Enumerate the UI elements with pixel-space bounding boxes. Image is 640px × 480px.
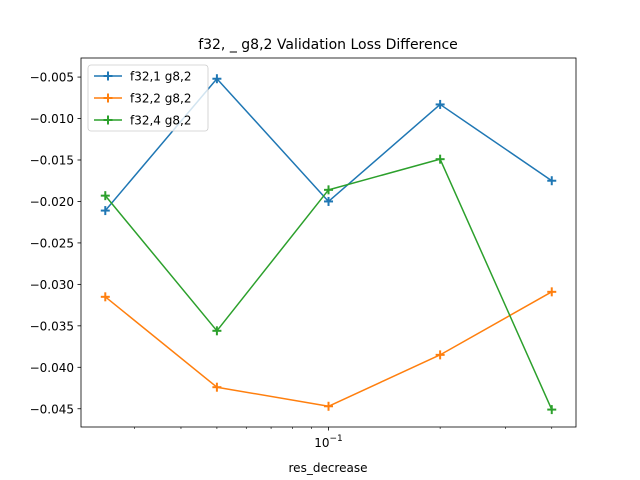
legend-item: f32,1 g8,2 <box>94 70 191 84</box>
y-tick-label: −0.020 <box>30 195 74 209</box>
series-3-point <box>547 405 557 415</box>
series-2-point <box>547 287 557 297</box>
legend: f32,1 g8,2 f32,2 g8,2 f32,4 g8,2 <box>87 64 209 132</box>
series-1-point <box>324 196 334 206</box>
legend-label: f32,4 g8,2 <box>130 114 191 128</box>
legend-box <box>87 64 209 132</box>
legend-marker <box>103 115 113 125</box>
chart-title: f32, _ g8,2 Validation Loss Difference <box>198 37 458 53</box>
y-tick-label: −0.035 <box>30 319 74 333</box>
y-tick-label: −0.010 <box>30 112 74 126</box>
series-3-point <box>324 185 334 195</box>
legend-marker <box>103 71 113 81</box>
series-1-point <box>212 74 222 84</box>
legend-marker <box>103 93 113 103</box>
series-2-point <box>435 350 445 360</box>
series-1-point <box>435 99 445 109</box>
x-tick-label: 10−1 <box>314 434 343 450</box>
plot-area: −0.045 −0.040 −0.035 −0.030 −0.025 −0.020 −0.0… <box>30 57 577 450</box>
y-tick-label: −0.025 <box>30 236 74 250</box>
legend-label: f32,1 g8,2 <box>130 70 191 84</box>
y-tick-label: −0.005 <box>30 71 74 85</box>
series-3-point <box>100 191 110 201</box>
series-1-point <box>547 176 557 186</box>
legend-item: f32,4 g8,2 <box>94 114 191 128</box>
series-1-point <box>100 206 110 216</box>
series-2-point <box>212 382 222 392</box>
y-tick-label: −0.015 <box>30 153 74 167</box>
y-tick-label: −0.030 <box>30 278 74 292</box>
series-3-point <box>212 326 222 336</box>
y-tick-label: −0.040 <box>30 361 74 375</box>
legend-label: f32,2 g8,2 <box>130 92 191 106</box>
x-axis-label: res_decrease <box>289 461 368 475</box>
series-2-point <box>324 401 334 411</box>
series-3-point <box>435 154 445 164</box>
series-2-point <box>100 292 110 302</box>
y-tick-label: −0.045 <box>30 402 74 416</box>
legend-item: f32,2 g8,2 <box>94 92 191 106</box>
